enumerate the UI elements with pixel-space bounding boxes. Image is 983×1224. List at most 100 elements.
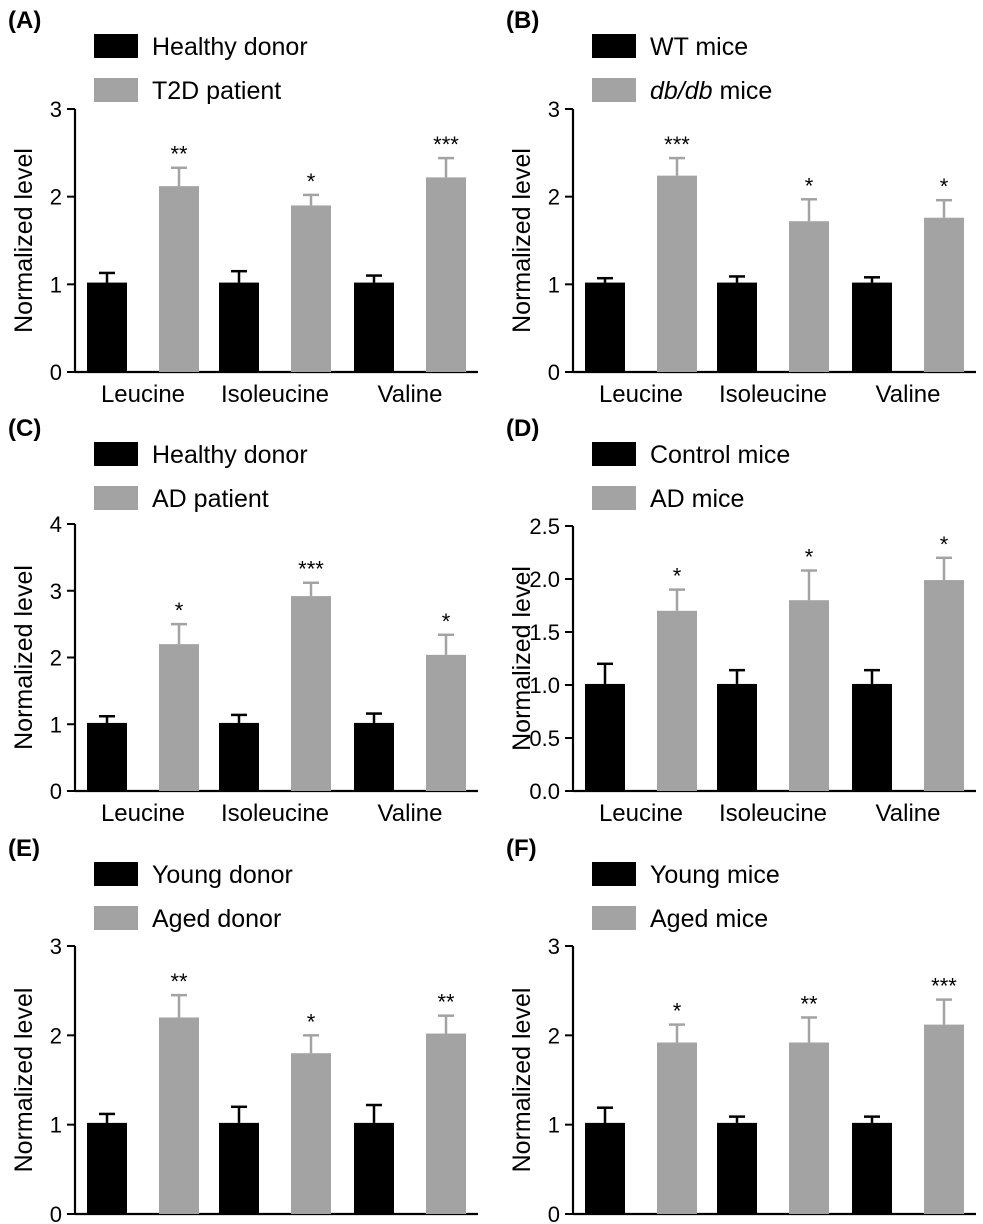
bar-isoleucine-series-0 [717, 1122, 757, 1214]
bar-isoleucine-series-1 [291, 596, 331, 791]
y-tick-label: 1 [548, 1113, 560, 1138]
category-label-isoleucine: Isoleucine [719, 381, 827, 408]
category-label-valine: Valine [876, 381, 941, 408]
legend-swatch-1 [94, 486, 138, 510]
y-axis-title: Normalized level [508, 148, 536, 333]
significance-marker: * [940, 532, 949, 557]
y-tick-label: 0 [50, 779, 62, 804]
legend-label-1: AD mice [650, 485, 744, 513]
panel-f: (F) Young mice Aged mice 0 1 2 3 Normalized lev… [506, 835, 976, 1224]
significance-marker: *** [931, 974, 957, 999]
y-tick-label: 3 [50, 97, 62, 122]
y-tick-label: 1 [50, 1113, 62, 1138]
panel-d: (D) Control mice AD mice 0.0 0.5 1.0 1.5 2.0 2.5… [506, 415, 976, 827]
bar-valine-series-0 [354, 722, 394, 791]
y-tick-label: 2 [548, 185, 560, 210]
bar-isoleucine-series-0 [717, 683, 757, 791]
legend-swatch-1 [94, 906, 138, 930]
significance-marker: * [175, 598, 184, 623]
y-tick-label: 0 [50, 360, 62, 385]
bar-leucine-series-1 [657, 610, 697, 791]
legend-swatch-0 [94, 34, 138, 58]
bar-leucine-series-0 [585, 282, 625, 372]
bar-leucine-series-1 [159, 1017, 199, 1214]
significance-marker: *** [664, 132, 690, 157]
bar-leucine-series-1 [159, 644, 199, 791]
legend-swatch-0 [592, 34, 636, 58]
legend-label-1: T2D patient [152, 77, 281, 105]
legend-label-1: Aged mice [650, 905, 768, 933]
significance-marker: * [805, 545, 814, 570]
y-tick-label: 2 [50, 1023, 62, 1048]
legend-label-0: Young donor [152, 861, 293, 889]
legend-swatch-1 [592, 78, 636, 102]
y-tick-label: 2 [50, 185, 62, 210]
significance-marker: ** [437, 990, 455, 1015]
legend-label-0: Young mice [650, 861, 780, 889]
y-tick-label: 2.5 [529, 514, 560, 539]
bar-valine-series-0 [852, 1122, 892, 1214]
legend-label-0: Healthy donor [152, 441, 308, 469]
bar-leucine-series-0 [585, 683, 625, 791]
y-tick-label: 0 [548, 1202, 560, 1224]
bar-valine-series-0 [354, 282, 394, 372]
bar-leucine-series-1 [159, 186, 199, 372]
legend-swatch-0 [592, 442, 636, 466]
legend-label-1: db/db mice [650, 77, 772, 105]
y-tick-label: 2 [548, 1023, 560, 1048]
y-tick-label: 2 [50, 646, 62, 671]
significance-marker: * [940, 174, 949, 199]
bar-isoleucine-series-0 [717, 282, 757, 372]
y-tick-label: 0.5 [529, 726, 560, 751]
y-tick-label: 3 [548, 97, 560, 122]
y-axis-title: Normalized level [10, 988, 38, 1173]
bar-valine-series-1 [924, 1024, 964, 1214]
significance-marker: ** [170, 969, 188, 994]
legend-label-0: Control mice [650, 441, 790, 469]
category-label-valine: Valine [378, 381, 443, 408]
significance-marker: * [442, 609, 451, 634]
bar-valine-series-1 [924, 217, 964, 372]
panel-e: (E) Young donor Aged donor 0 1 2 3 Normalized l… [8, 835, 478, 1224]
significance-marker: *** [298, 557, 324, 582]
bar-isoleucine-series-1 [291, 205, 331, 372]
legend-swatch-0 [94, 862, 138, 886]
bar-isoleucine-series-1 [789, 600, 829, 791]
y-tick-label: 3 [50, 579, 62, 604]
significance-marker: * [307, 1009, 316, 1034]
significance-marker: *** [433, 132, 459, 157]
bar-valine-series-0 [852, 282, 892, 372]
y-tick-label: 1.0 [529, 673, 560, 698]
bar-leucine-series-1 [657, 1042, 697, 1214]
panel-label: (A) [8, 7, 41, 34]
panel-label: (F) [506, 835, 537, 862]
legend-swatch-0 [94, 442, 138, 466]
y-tick-label: 3 [50, 934, 62, 959]
y-axis-title: Normalized level [508, 988, 536, 1173]
y-tick-label: 2.0 [529, 567, 560, 592]
panel-c: (C) Healthy donor AD patient 0 1 2 3 4 Normalize… [8, 415, 478, 827]
bar-isoleucine-series-1 [789, 1042, 829, 1214]
bar-leucine-series-0 [87, 722, 127, 791]
bar-valine-series-1 [426, 177, 466, 372]
bar-isoleucine-series-0 [219, 722, 259, 791]
panel-label: (E) [8, 835, 40, 862]
legend-label-0: Healthy donor [152, 33, 308, 61]
panel-label: (C) [8, 415, 41, 442]
y-tick-label: 4 [50, 512, 62, 537]
legend-label-0: WT mice [650, 33, 748, 61]
panel-label: (D) [506, 415, 539, 442]
bar-leucine-series-0 [87, 1122, 127, 1214]
significance-marker: * [673, 999, 682, 1024]
panel-a: (A) Healthy donor T2D patient 0 1 2 3 Normalize… [8, 7, 478, 408]
category-label-valine: Valine [876, 800, 941, 827]
category-label-leucine: Leucine [599, 381, 683, 408]
bar-valine-series-0 [852, 683, 892, 791]
bar-valine-series-1 [924, 580, 964, 791]
legend-swatch-1 [592, 906, 636, 930]
y-tick-label: 1 [50, 712, 62, 737]
bar-isoleucine-series-1 [291, 1053, 331, 1214]
category-label-leucine: Leucine [599, 800, 683, 827]
legend-label-suffix: mice [713, 77, 773, 105]
